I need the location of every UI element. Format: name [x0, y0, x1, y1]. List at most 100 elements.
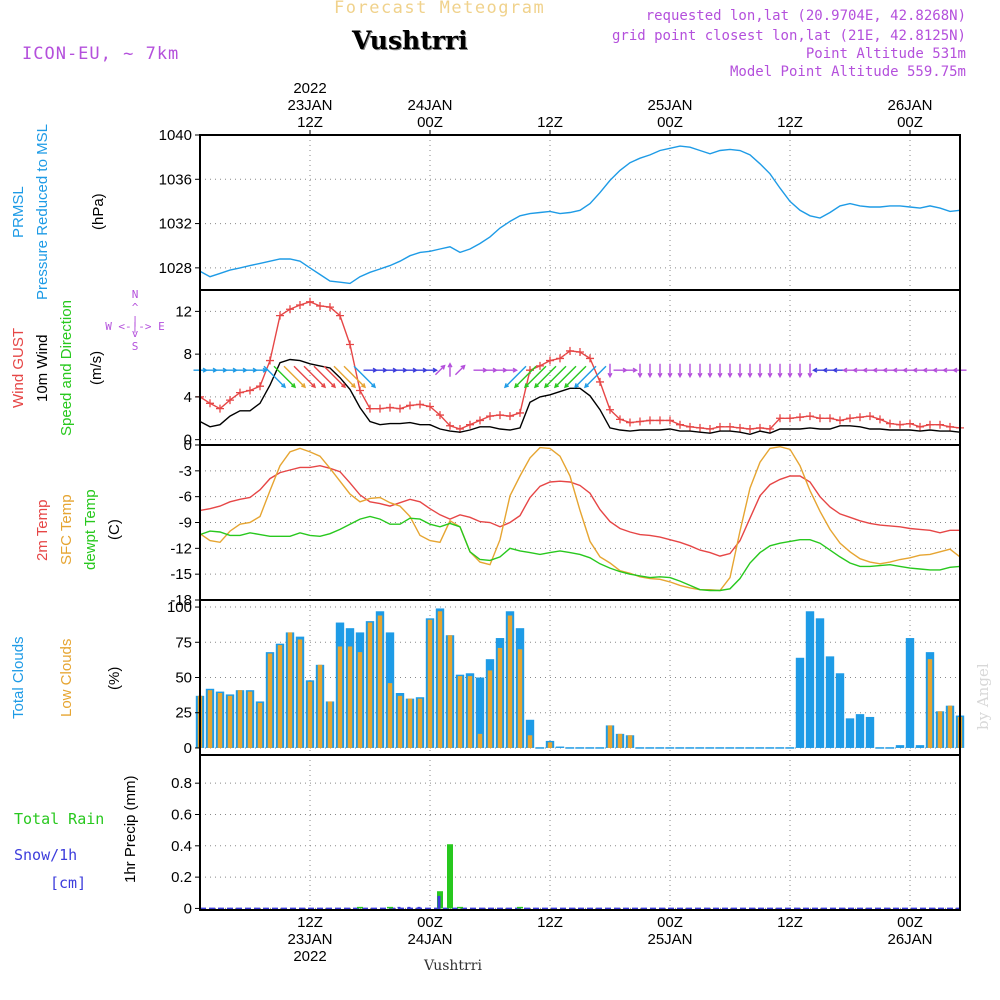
low-cloud-bar — [947, 705, 953, 748]
wind-direction-arrow — [434, 364, 446, 376]
low-cloud-bar — [317, 664, 323, 748]
rain-bar — [357, 906, 363, 909]
credit-watermark: by Angel — [974, 663, 992, 730]
precip-axis-label: 1hr Precip (mm) — [122, 775, 139, 883]
y-tick-label: 1032 — [159, 216, 192, 233]
gust-marker — [666, 416, 674, 425]
rain-bar — [457, 906, 463, 909]
wind-direction-arrow — [687, 363, 693, 379]
y-tick-label: 0 — [184, 740, 192, 757]
time-tick-label: 12Z — [537, 914, 563, 931]
gust-marker — [716, 422, 724, 431]
model-label: ICON-EU, ~ 7km — [22, 44, 180, 64]
gust-marker — [316, 302, 324, 311]
gust-marker — [336, 311, 344, 320]
y-tick-label: 50 — [175, 670, 192, 687]
total-cloud-bar — [915, 745, 925, 748]
compass-legend-horizontal: W <-|-> E — [105, 320, 165, 333]
wind-direction-arrow — [717, 363, 723, 379]
gust-marker — [846, 414, 854, 423]
gridpoint-coords: grid point closest lon,lat (21E, 42.8125… — [611, 28, 966, 44]
low-cloud-bar — [367, 622, 373, 748]
gust-marker — [596, 377, 604, 386]
low-cloud-bar — [227, 695, 233, 748]
wind-direction-arrow — [563, 365, 587, 389]
wind-direction-arrow — [253, 367, 268, 373]
wind-direction-arrow — [623, 367, 638, 373]
time-tick-label-top: 26JAN — [887, 97, 932, 114]
panel-frame-5 — [199, 754, 961, 911]
wind-direction-arrow — [737, 363, 743, 379]
time-tick-label: 00Z — [897, 914, 923, 931]
gust-marker — [426, 402, 434, 411]
snow-bar — [437, 895, 441, 909]
point-altitude: Point Altitude 531m — [805, 46, 966, 62]
time-tick-label-top: 00Z — [897, 114, 923, 131]
gust-marker — [826, 414, 834, 423]
time-tick-label-top: 23JAN — [287, 97, 332, 114]
gust-marker — [206, 399, 214, 408]
low-cloud-bar — [337, 646, 343, 748]
time-tick-label: 25JAN — [647, 931, 692, 948]
wind-direction-arrow — [657, 363, 663, 379]
low-cloud-bar — [477, 733, 483, 748]
wind-direction-arrow — [767, 363, 773, 379]
gust-marker — [696, 423, 704, 432]
low-cloud-bar — [377, 615, 383, 748]
gust-marker — [816, 414, 824, 423]
y-tick-label: 0 — [184, 900, 192, 917]
gust-marker — [736, 423, 744, 432]
compass-legend: S — [132, 340, 139, 353]
low-cloud-bar — [357, 652, 363, 748]
location-title: Vushtrri — [352, 26, 468, 55]
time-tick-label-top: 24JAN — [407, 97, 452, 114]
gust-marker — [516, 408, 524, 417]
precip-legend: [cm] — [50, 874, 86, 892]
series-line-prmsl — [199, 145, 961, 285]
gust-marker — [246, 386, 254, 395]
gust-marker — [686, 422, 694, 431]
series-line-sfc-temp — [199, 445, 961, 592]
wind-direction-arrow — [667, 363, 673, 379]
gust-marker — [226, 396, 234, 405]
time-tick-label-top: 12Z — [297, 114, 323, 131]
low-cloud-bar — [257, 702, 263, 748]
gust-marker — [506, 412, 514, 421]
series-line-10m-wind — [199, 358, 961, 436]
gust-marker — [776, 414, 784, 423]
wind-direction-arrow — [303, 365, 327, 389]
compass-legend: N — [132, 288, 139, 301]
total-cloud-bar — [835, 673, 845, 748]
wind-direction-arrow — [757, 363, 763, 379]
wind-direction-arrow — [647, 363, 653, 379]
gust-marker — [486, 412, 494, 421]
y-tick-label: -6 — [179, 489, 192, 506]
time-tick-label-top: 25JAN — [647, 97, 692, 114]
total-cloud-bar — [895, 745, 905, 748]
panel-label: (C) — [106, 519, 123, 541]
gust-marker — [676, 420, 684, 429]
panel-label: Total Clouds — [10, 636, 27, 720]
wind-direction-arrow — [787, 363, 793, 379]
y-tick-label: 1036 — [159, 171, 192, 188]
panel-label: dewpt Temp — [82, 489, 99, 571]
y-tick-label: -9 — [179, 515, 192, 532]
gust-marker — [556, 354, 564, 363]
gust-marker — [496, 411, 504, 420]
wind-direction-arrow — [607, 363, 613, 379]
gust-marker — [376, 404, 384, 413]
y-tick-label: 0 — [184, 432, 192, 449]
axis-labels: 1028 1032 1036 1040 0 4 8 12 0 -3 -6 -9 -12 -15 -18 0 25… — [14, 80, 933, 965]
low-cloud-bar — [527, 735, 533, 748]
low-cloud-bar — [437, 611, 443, 748]
grid-lines — [200, 134, 960, 910]
gust-marker — [236, 388, 244, 397]
rain-bar — [447, 844, 453, 909]
wind-direction-arrow — [583, 365, 607, 389]
precip-legend: Total Rain — [14, 810, 104, 828]
gust-marker — [276, 311, 284, 320]
gust-marker — [636, 417, 644, 426]
gust-marker — [476, 416, 484, 425]
low-cloud-bar — [607, 725, 613, 748]
